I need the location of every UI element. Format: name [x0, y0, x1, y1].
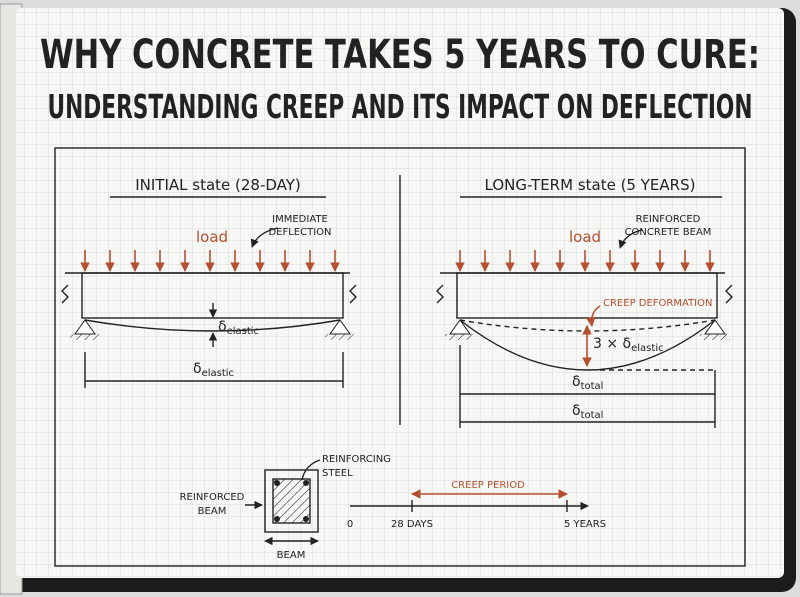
title-line: UNDERSTANDING CREEP AND ITS IMPACT ON DE…	[48, 87, 753, 126]
steel-label: REINFORCING	[322, 454, 391, 465]
deflection-label: δelastic	[218, 319, 259, 337]
ground	[700, 334, 730, 340]
section	[264, 469, 319, 533]
beam	[81, 272, 344, 319]
time-label: 5 YEARS	[564, 519, 606, 530]
heading: INITIAL state (28-DAY)	[135, 176, 301, 194]
time-ticks	[411, 500, 568, 512]
note-arrow	[250, 227, 279, 248]
load-arrows	[80, 250, 340, 272]
span-label: δelastic	[193, 361, 234, 379]
total-label: δtotal	[572, 374, 603, 392]
beam-label: BEAM	[198, 506, 227, 517]
load-label: load	[196, 228, 228, 246]
note: CONCRETE BEAM	[625, 227, 712, 238]
leader	[301, 459, 321, 481]
time-label: 28 DAYS	[391, 519, 433, 530]
heading: LONG-TERM state (5 YEARS)	[485, 176, 696, 194]
width-label: BEAM	[277, 550, 306, 561]
creep-label: CREEP DEFORMATION	[603, 298, 712, 309]
note: IMMEDIATE	[272, 214, 328, 225]
title-line: WHY CONCRETE TAKES 5 YEARS TO CURE:	[40, 32, 760, 78]
break-marks	[61, 284, 357, 304]
note: REINFORCED	[636, 214, 701, 225]
ground	[445, 334, 475, 340]
total-label: δtotal	[572, 403, 603, 421]
section-core	[272, 478, 311, 524]
ground	[325, 334, 355, 340]
steel-label: STEEL	[322, 468, 353, 479]
multiplier-label: 3 × δelastic	[593, 336, 664, 354]
rebar	[274, 480, 309, 522]
time-label: 0	[347, 519, 353, 530]
break-marks	[436, 284, 733, 304]
beam-label: REINFORCED	[180, 492, 245, 503]
dimension-ticks	[84, 352, 344, 388]
ground	[70, 334, 100, 340]
creep-pointer	[586, 305, 601, 327]
note-arrow	[618, 229, 643, 249]
note: DEFLECTION	[268, 227, 331, 238]
load-label: load	[569, 228, 601, 246]
deflected-beam	[84, 319, 341, 332]
frame	[54, 147, 746, 567]
dimension-ticks	[459, 345, 716, 428]
creep-curve	[459, 319, 716, 371]
load-arrows	[455, 250, 715, 272]
period-label: CREEP PERIOD	[451, 480, 525, 491]
